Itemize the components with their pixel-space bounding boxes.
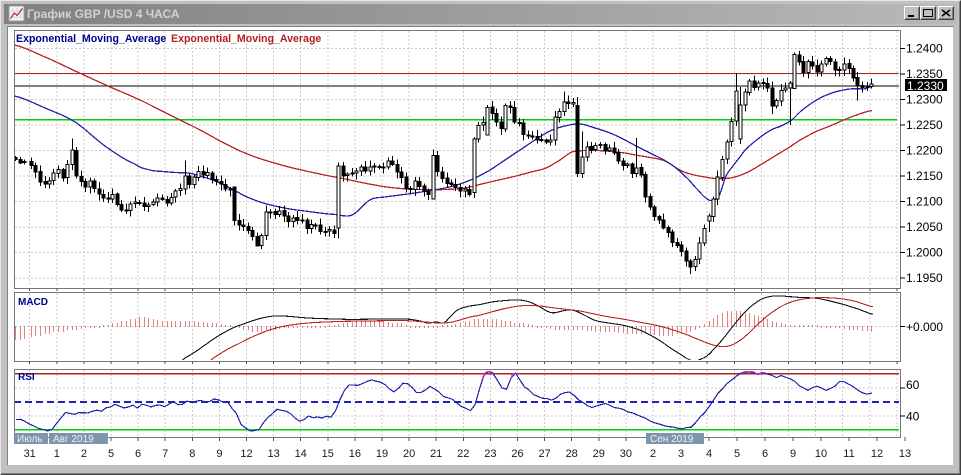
svg-text:1.2250: 1.2250 bbox=[906, 118, 943, 132]
svg-text:6: 6 bbox=[135, 448, 141, 460]
svg-text:7: 7 bbox=[162, 448, 168, 460]
svg-text:9: 9 bbox=[216, 448, 222, 460]
svg-text:1.2400: 1.2400 bbox=[906, 42, 943, 56]
svg-text:26: 26 bbox=[511, 448, 523, 460]
svg-text:1.2050: 1.2050 bbox=[906, 220, 943, 234]
svg-text:3: 3 bbox=[678, 448, 684, 460]
svg-text:MACD: MACD bbox=[18, 297, 48, 308]
svg-text:1.2300: 1.2300 bbox=[906, 93, 943, 107]
svg-text:16: 16 bbox=[349, 448, 361, 460]
svg-text:Июль: Июль bbox=[17, 434, 43, 445]
svg-text:Exponential_Moving_Average: Exponential_Moving_Average bbox=[16, 33, 166, 45]
svg-text:1.1950: 1.1950 bbox=[906, 271, 943, 285]
svg-text:13: 13 bbox=[899, 448, 911, 460]
svg-text:21: 21 bbox=[430, 448, 442, 460]
svg-text:4: 4 bbox=[706, 448, 712, 460]
svg-text:28: 28 bbox=[566, 448, 578, 460]
svg-text:14: 14 bbox=[295, 448, 307, 460]
svg-text:23: 23 bbox=[484, 448, 496, 460]
svg-text:12: 12 bbox=[240, 448, 252, 460]
svg-text:2: 2 bbox=[650, 448, 656, 460]
svg-text:Сен 2019: Сен 2019 bbox=[650, 434, 694, 445]
svg-text:15: 15 bbox=[322, 448, 334, 460]
svg-text:22: 22 bbox=[457, 448, 469, 460]
svg-text:20: 20 bbox=[403, 448, 415, 460]
svg-text:31: 31 bbox=[24, 448, 36, 460]
svg-text:График GBP /USD 4 ЧАСА: График GBP /USD 4 ЧАСА bbox=[27, 7, 180, 21]
svg-text:30: 30 bbox=[620, 448, 632, 460]
svg-text:5: 5 bbox=[734, 448, 740, 460]
svg-text:6: 6 bbox=[762, 448, 768, 460]
svg-text:Авг 2019: Авг 2019 bbox=[53, 434, 94, 445]
svg-text:9: 9 bbox=[790, 448, 796, 460]
svg-text:1.2200: 1.2200 bbox=[906, 144, 943, 158]
svg-text:1.2100: 1.2100 bbox=[906, 195, 943, 209]
svg-text:11: 11 bbox=[843, 448, 854, 460]
svg-text:19: 19 bbox=[376, 448, 388, 460]
svg-text:2: 2 bbox=[81, 448, 87, 460]
svg-text:RSI: RSI bbox=[18, 372, 35, 383]
svg-text:Exponential_Moving_Average: Exponential_Moving_Average bbox=[171, 33, 321, 45]
svg-text:27: 27 bbox=[538, 448, 550, 460]
svg-text:60: 60 bbox=[906, 378, 920, 392]
svg-text:1.2330: 1.2330 bbox=[907, 79, 944, 93]
svg-text:10: 10 bbox=[815, 448, 827, 460]
svg-text:1.2150: 1.2150 bbox=[906, 169, 943, 183]
svg-text:12: 12 bbox=[871, 448, 883, 460]
svg-text:8: 8 bbox=[189, 448, 195, 460]
svg-text:1.2000: 1.2000 bbox=[906, 246, 943, 260]
svg-text:1.2350: 1.2350 bbox=[906, 67, 943, 81]
svg-text:5: 5 bbox=[108, 448, 114, 460]
svg-text:40: 40 bbox=[906, 410, 920, 424]
svg-text:13: 13 bbox=[267, 448, 279, 460]
svg-text:+0.000: +0.000 bbox=[906, 320, 943, 334]
svg-text:29: 29 bbox=[593, 448, 605, 460]
svg-text:1: 1 bbox=[54, 448, 60, 460]
